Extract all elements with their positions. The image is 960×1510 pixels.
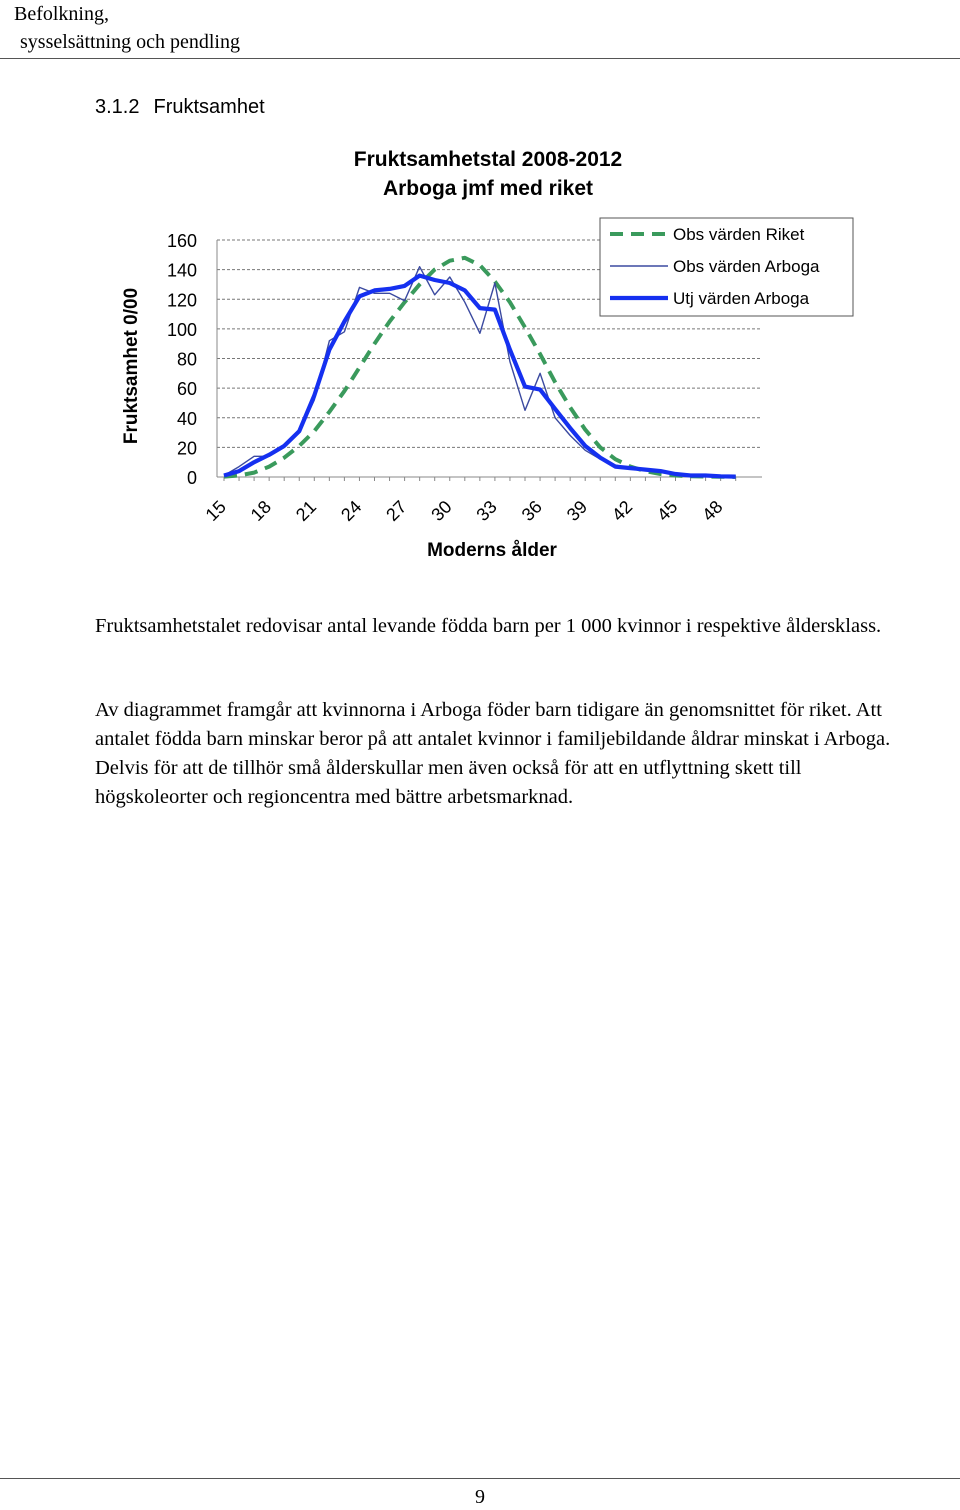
section-title: Fruktsamhet [153,96,265,118]
y-tick-label: 100 [167,320,197,340]
x-tick-label: 39 [563,497,591,525]
y-tick-label: 0 [187,468,197,488]
chart-title-line2: Arboga jmf med riket [383,177,593,200]
x-tick-label: 42 [608,497,636,525]
fertility-chart: Fruktsamhetstal 2008-2012 Arboga jmf med… [100,138,880,578]
x-tick-label: 33 [473,497,501,525]
section-heading: 3.1.2 Fruktsamhet [95,93,265,121]
x-tick-label: 36 [518,497,546,525]
y-tick-label: 160 [167,231,197,251]
chart-axes [216,240,762,481]
chart-legend: Obs värden Riket Obs värden Arboga Utj vär… [599,217,854,317]
chart-canvas: Fruktsamhetstal 2008-2012 Arboga jmf med… [121,148,854,561]
legend-label: Obs värden Riket [673,225,805,244]
series-line [223,273,736,479]
legend-label: Obs värden Arboga [673,257,820,276]
x-tick-label: 21 [292,497,320,525]
chart-y-axis-label: Fruktsamhet 0/00 [121,288,142,444]
x-tick-label: 45 [653,497,681,525]
chart-title-line1: Fruktsamhetstal 2008-2012 [354,148,622,171]
y-tick-label: 140 [167,261,197,281]
y-tick-label: 80 [177,350,197,370]
x-tick-label: 30 [427,497,455,525]
x-tick-label: 27 [382,497,410,525]
running-header: Befolkning, sysselsättning och pendling [14,0,240,56]
paragraph-analysis: Av diagrammet framgår att kvinnorna i Ar… [95,699,891,808]
x-tick-label: 48 [698,497,726,525]
y-tick-label: 120 [167,290,197,310]
running-header-line1: Befolkning, [14,3,109,25]
x-tick-label: 18 [247,497,275,525]
page-number: 9 [475,1486,485,1508]
header-divider [0,58,960,59]
footer-divider [0,1478,960,1479]
running-header-line2: sysselsättning och pendling [20,31,240,53]
x-tick-label: 24 [337,497,365,525]
chart-x-axis-label: Moderns ålder [427,540,557,561]
section-number: 3.1.2 [95,96,140,118]
y-tick-label: 40 [177,409,197,429]
x-tick-label: 15 [202,497,230,525]
y-tick-label: 20 [177,438,197,458]
y-tick-label: 60 [177,379,197,399]
chart-series [223,255,736,479]
paragraph-definition: Fruktsamhetstalet redovisar antal levand… [95,615,882,637]
legend-label: Utj värden Arboga [673,289,810,308]
